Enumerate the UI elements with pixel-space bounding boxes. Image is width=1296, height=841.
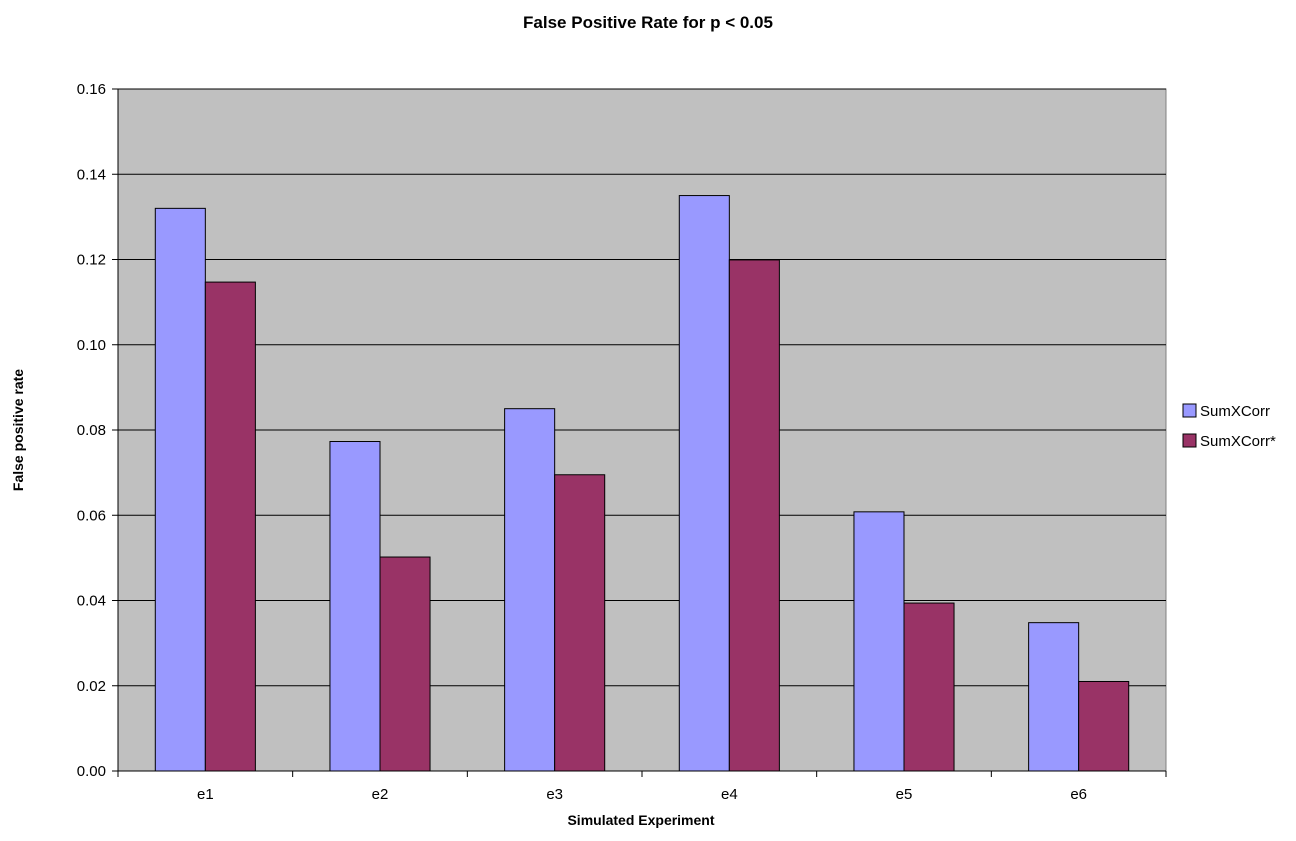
legend-entry-label: SumXCorr* [1200,433,1276,450]
legend-swatch [1182,433,1197,448]
y-tick-label: 0.14 [77,166,106,183]
bar-e1-series-2 [204,281,256,772]
x-tick-label: e3 [546,786,563,803]
bar-e6-series-1 [1028,622,1080,772]
bar-e3-series-1 [504,408,556,772]
bar-e4-series-1 [678,195,730,772]
bar-e4-series-2 [728,259,780,772]
y-tick-label: 0.10 [77,337,106,354]
y-tick-label: 0.00 [77,763,106,780]
chart-title: False Positive Rate for p < 0.05 [523,13,773,32]
y-axis-title: False positive rate [10,369,26,491]
y-tick-label: 0.02 [77,678,106,695]
x-tick-label: e6 [1070,786,1087,803]
bar-e5-series-1 [853,511,905,772]
bar-e1-series-1 [154,207,206,772]
x-tick-label: e2 [372,786,389,803]
legend: SumXCorr SumXCorr* [1182,403,1276,450]
y-tick-label: 0.08 [77,422,106,439]
gridlines [118,88,1166,687]
x-tick-label: e5 [896,786,913,803]
bar-e2-series-1 [329,441,381,772]
x-tick-label: e4 [721,786,738,803]
bar-e6-series-2 [1078,680,1130,772]
x-tick-labels: e1 e2 e3 e4 e5 e6 [197,786,1087,803]
bar-e5-series-2 [903,602,955,772]
y-tick-labels: 0.00 0.02 0.04 0.06 0.08 0.10 0.12 0.14 0.16 [77,81,106,780]
bar-e3-series-2 [554,474,606,772]
legend-swatch [1182,403,1197,418]
y-tick-label: 0.06 [77,507,106,524]
bar-e2-series-2 [379,556,431,772]
y-tick-label: 0.16 [77,81,106,98]
bars [154,195,1130,772]
x-axis-title: Simulated Experiment [567,812,714,828]
x-tick-label: e1 [197,786,214,803]
legend-entry-label: SumXCorr [1200,403,1270,420]
y-tick-label: 0.04 [77,593,106,610]
axes [112,88,1167,777]
y-tick-label: 0.12 [77,252,106,269]
